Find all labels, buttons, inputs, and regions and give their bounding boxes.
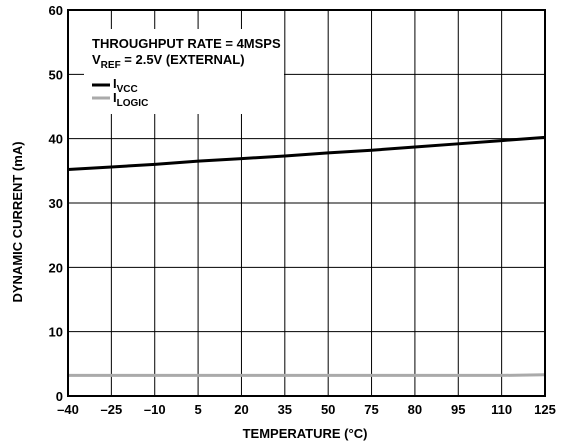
x-tick-label: 5: [194, 402, 201, 417]
annotation-vref-prefix: V: [92, 52, 101, 67]
x-tick-label: 20: [234, 402, 248, 417]
x-tick-label: 80: [408, 402, 422, 417]
legend-label-ivcc-sub: VCC: [117, 84, 138, 95]
x-tick-label: 35: [278, 402, 292, 417]
legend-box: [84, 29, 284, 114]
plot-frame: [67, 9, 546, 397]
annotation-vref: VREF = 2.5V (EXTERNAL): [92, 52, 245, 71]
y-tick-label: 40: [49, 132, 63, 147]
x-tick-label: 75: [364, 402, 378, 417]
x-tick-label: –25: [101, 402, 123, 417]
y-tick-label: 30: [49, 196, 63, 211]
x-axis-title: TEMPERATURE (°C): [243, 426, 368, 441]
series-lines: [67, 135, 546, 377]
annotation-throughput: THROUGHPUT RATE = 4MSPS: [92, 36, 281, 51]
x-tick-label: –10: [144, 402, 166, 417]
y-tick-labels: 0 10 20 30 40 50 60: [49, 3, 63, 404]
x-tick-label: 125: [534, 402, 556, 417]
legend-label-ilogic-sub: LOGIC: [117, 98, 149, 109]
x-tick-label: 50: [321, 402, 335, 417]
x-tick-labels: –40 –25 –10 5 20 35 50 75 80 95 110 125: [57, 402, 556, 417]
y-tick-label: 10: [49, 325, 63, 340]
y-axis-title: DYNAMIC CURRENT (mA): [10, 141, 25, 302]
legend-label-ivcc: IVCC: [113, 76, 138, 95]
annotation-vref-suffix: = 2.5V (EXTERNAL): [121, 52, 245, 67]
x-tick-label: 95: [451, 402, 465, 417]
legend-label-ivcc-main: I: [113, 76, 117, 91]
y-tick-label: 0: [56, 389, 63, 404]
y-tick-label: 60: [49, 3, 63, 18]
grid: [68, 10, 545, 396]
series-line-ilogic: [68, 373, 546, 377]
y-tick-label: 20: [49, 260, 63, 275]
y-tick-label: 50: [49, 67, 63, 82]
x-tick-label: –40: [57, 402, 79, 417]
series-line-ivcc: [67, 135, 546, 172]
legend-label-ilogic: ILOGIC: [113, 90, 148, 109]
legend-label-ilogic-main: I: [113, 90, 117, 105]
annotation-vref-sub: REF: [101, 60, 121, 71]
x-tick-label: 110: [491, 402, 512, 417]
